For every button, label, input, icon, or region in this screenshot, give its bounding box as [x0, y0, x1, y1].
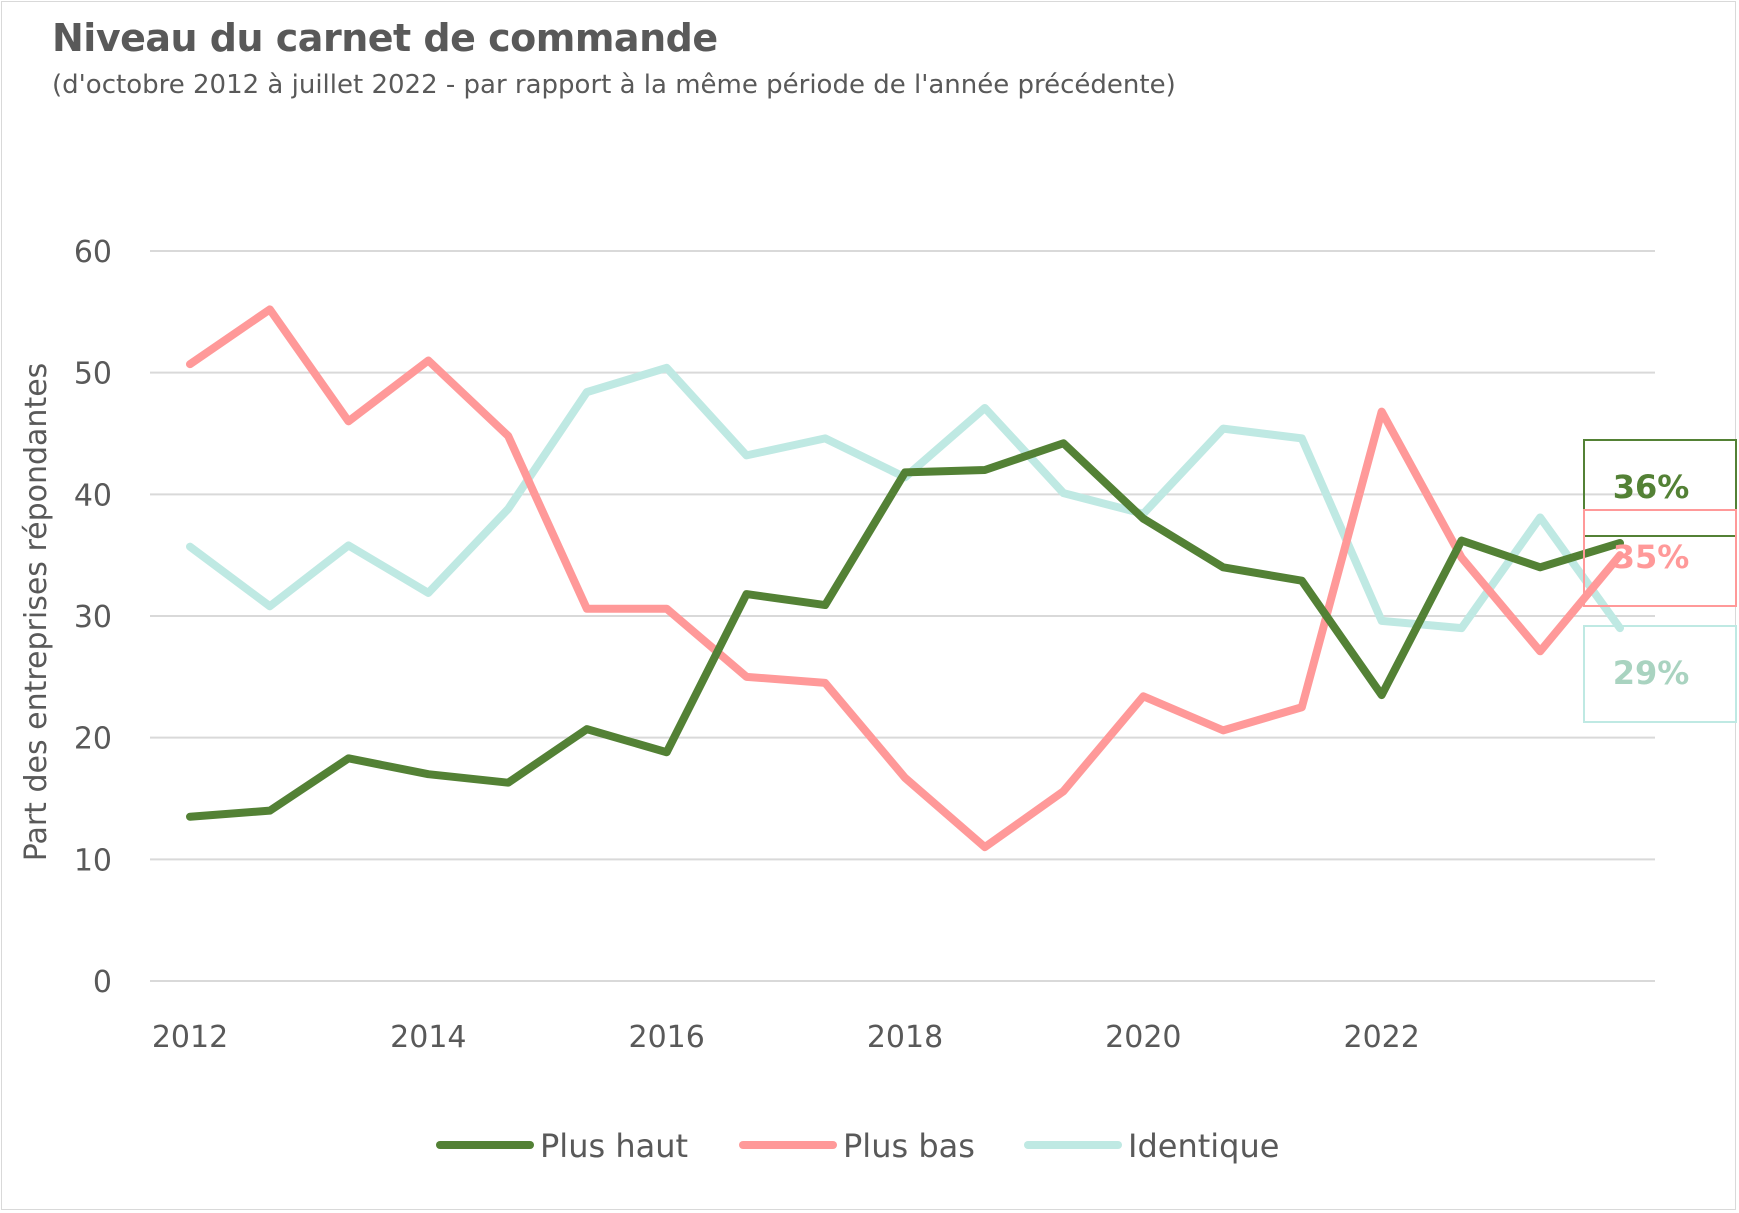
x-axis-ticks: 2012 2014 2016 2018 2020 2022: [152, 1020, 1420, 1055]
y-tick-label: 40: [74, 478, 112, 513]
series-line-plus-haut: [186, 439, 1624, 821]
x-tick-label: 2012: [152, 1020, 228, 1055]
x-tick-label: 2020: [1105, 1020, 1181, 1055]
y-tick-label: 20: [74, 722, 112, 757]
x-tick-label: 2014: [390, 1020, 466, 1055]
x-tick-label: 2018: [867, 1020, 943, 1055]
y-tick-label: 30: [74, 600, 112, 635]
end-label-box: [1583, 439, 1737, 537]
series-line-identique: [186, 363, 1624, 633]
chart-subtitle: (d'octobre 2012 à juillet 2022 - par rap…: [52, 70, 1176, 100]
legend: Plus haut Plus bas Identique: [436, 1127, 1279, 1165]
end-value-labels: 36% 35% 29%: [1583, 439, 1737, 723]
chart-title: Niveau du carnet de commande: [52, 16, 718, 60]
y-tick-label: 60: [74, 235, 112, 270]
legend-label: Identique: [1128, 1127, 1279, 1165]
y-tick-label: 50: [74, 357, 112, 392]
end-label-box: [1583, 625, 1737, 723]
y-axis-label: Part des entreprises répondantes: [19, 363, 54, 862]
y-axis-ticks: 0 10 20 30 40 50 60: [74, 235, 112, 1000]
series-line-plus-bas: [186, 305, 1624, 852]
end-value-label: 29%: [1613, 654, 1690, 692]
legend-label: Plus haut: [540, 1127, 688, 1165]
series-lines: [186, 305, 1624, 852]
end-value-label: 36%: [1613, 468, 1690, 506]
end-label-box: [1583, 509, 1737, 607]
gridlines: [150, 250, 1655, 982]
y-tick-label: 0: [93, 965, 112, 1000]
y-tick-label: 10: [74, 843, 112, 878]
legend-label: Plus bas: [843, 1127, 975, 1165]
x-tick-label: 2022: [1343, 1020, 1419, 1055]
x-tick-label: 2016: [628, 1020, 704, 1055]
end-value-label: 35%: [1613, 538, 1690, 576]
